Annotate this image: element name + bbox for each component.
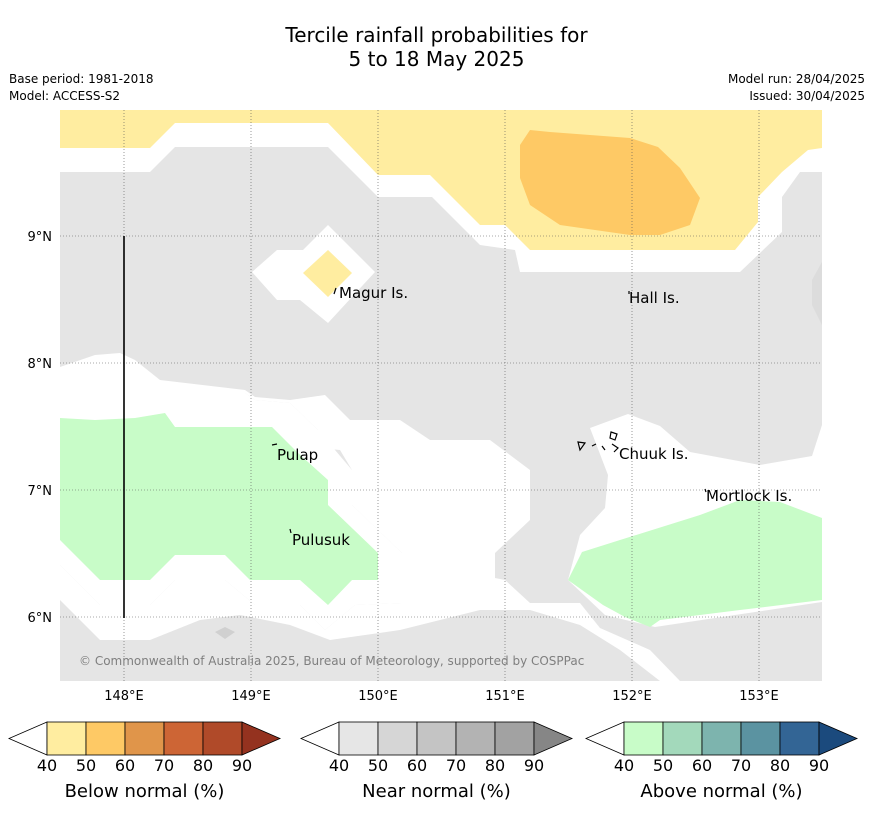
map-title-line-2: 5 to 18 May 2025 xyxy=(348,47,525,71)
near-normal-50-edge xyxy=(812,262,822,325)
colorbar-tick-label: 90 xyxy=(231,756,253,775)
model-text: Model: ACCESS-S2 xyxy=(9,89,121,103)
colorbar-title: Above normal (%) xyxy=(640,781,803,802)
lat-tick-label: 8°N xyxy=(28,357,53,372)
island-outlines xyxy=(271,287,707,534)
colorbar-tick-label: 80 xyxy=(192,756,214,775)
colorbar-tick-label: 90 xyxy=(523,756,545,775)
lat-tick-label: 6°N xyxy=(28,611,53,626)
map-title-line-1: Tercile rainfall probabilities for xyxy=(285,23,588,47)
colorbar-title: Near normal (%) xyxy=(362,781,511,802)
map-fields: © Commonwealth of Australia 2025, Bureau… xyxy=(60,110,822,681)
colorbar-tick-label: 70 xyxy=(445,756,467,775)
colorbar-tick-label: 50 xyxy=(652,756,674,775)
lon-tick-label: 148°E xyxy=(104,689,144,704)
colorbar-tick-label: 70 xyxy=(730,756,752,775)
near-normal-region-far-south xyxy=(60,600,660,681)
colorbar-tick-label: 60 xyxy=(691,756,713,775)
lon-tick-label: 151°E xyxy=(485,689,525,704)
lon-tick-label: 152°E xyxy=(612,689,652,704)
copyright-text: © Commonwealth of Australia 2025, Bureau… xyxy=(79,654,584,668)
model-run-text: Model run: 28/04/2025 xyxy=(727,72,865,86)
issued-text: Issued: 30/04/2025 xyxy=(749,89,865,103)
colorbar-title: Below normal (%) xyxy=(64,781,225,802)
colorbar-tick-label: 90 xyxy=(808,756,830,775)
colorbar-tick-label: 70 xyxy=(153,756,175,775)
place-label: Hall Is. xyxy=(629,289,680,307)
colorbar-tick-label: 80 xyxy=(769,756,791,775)
near-normal-region xyxy=(60,147,822,681)
chuuk-island-marks xyxy=(577,431,619,453)
colorbar-tick-label: 40 xyxy=(36,756,58,775)
lon-tick-label: 149°E xyxy=(231,689,271,704)
pulap-island-mark xyxy=(271,443,278,446)
base-period-text: Base period: 1981-2018 xyxy=(9,72,154,86)
below-normal-50-region xyxy=(520,130,700,235)
lon-tick-label: 153°E xyxy=(739,689,779,704)
colorbar-tick-label: 60 xyxy=(406,756,428,775)
colorbar-tick-label: 80 xyxy=(484,756,506,775)
colorbar-tick-label: 40 xyxy=(328,756,350,775)
lat-tick-label: 7°N xyxy=(28,484,53,499)
place-label: Pulap xyxy=(277,446,318,464)
below-normal-diamond xyxy=(303,250,352,297)
colorbar-tick-label: 50 xyxy=(367,756,389,775)
place-label: Chuuk Is. xyxy=(619,445,688,463)
place-label: Mortlock Is. xyxy=(706,487,792,505)
colorbar-tick-label: 50 xyxy=(75,756,97,775)
colorbar-tick-label: 60 xyxy=(114,756,136,775)
metadata-right: Model run: 28/04/2025 Issued: 30/04/2025 xyxy=(728,71,865,105)
above-normal-region-east xyxy=(568,500,822,627)
lat-tick-label: 9°N xyxy=(28,230,53,245)
above-normal-region-west xyxy=(60,413,378,605)
lon-tick-label: 150°E xyxy=(358,689,398,704)
pulusuk-island-mark xyxy=(289,528,292,534)
place-label: Magur Is. xyxy=(339,284,408,302)
colorbar-tick-label: 40 xyxy=(613,756,635,775)
axis-labels: 148°E 149°E 150°E 151°E 152°E 153°E 9°N 8°N 7°N 6… xyxy=(28,230,779,704)
place-label: Pulusuk xyxy=(292,531,350,549)
mortlock-island-mark xyxy=(704,488,707,493)
magur-island-mark xyxy=(333,287,337,295)
place-labels: Magur Is. Hall Is. Pulap Chuuk Is. Mortlock … xyxy=(277,284,792,549)
metadata-left: Base period: 1981-2018 Model: ACCESS-S2 xyxy=(9,71,154,105)
near-normal-spot xyxy=(215,627,235,639)
